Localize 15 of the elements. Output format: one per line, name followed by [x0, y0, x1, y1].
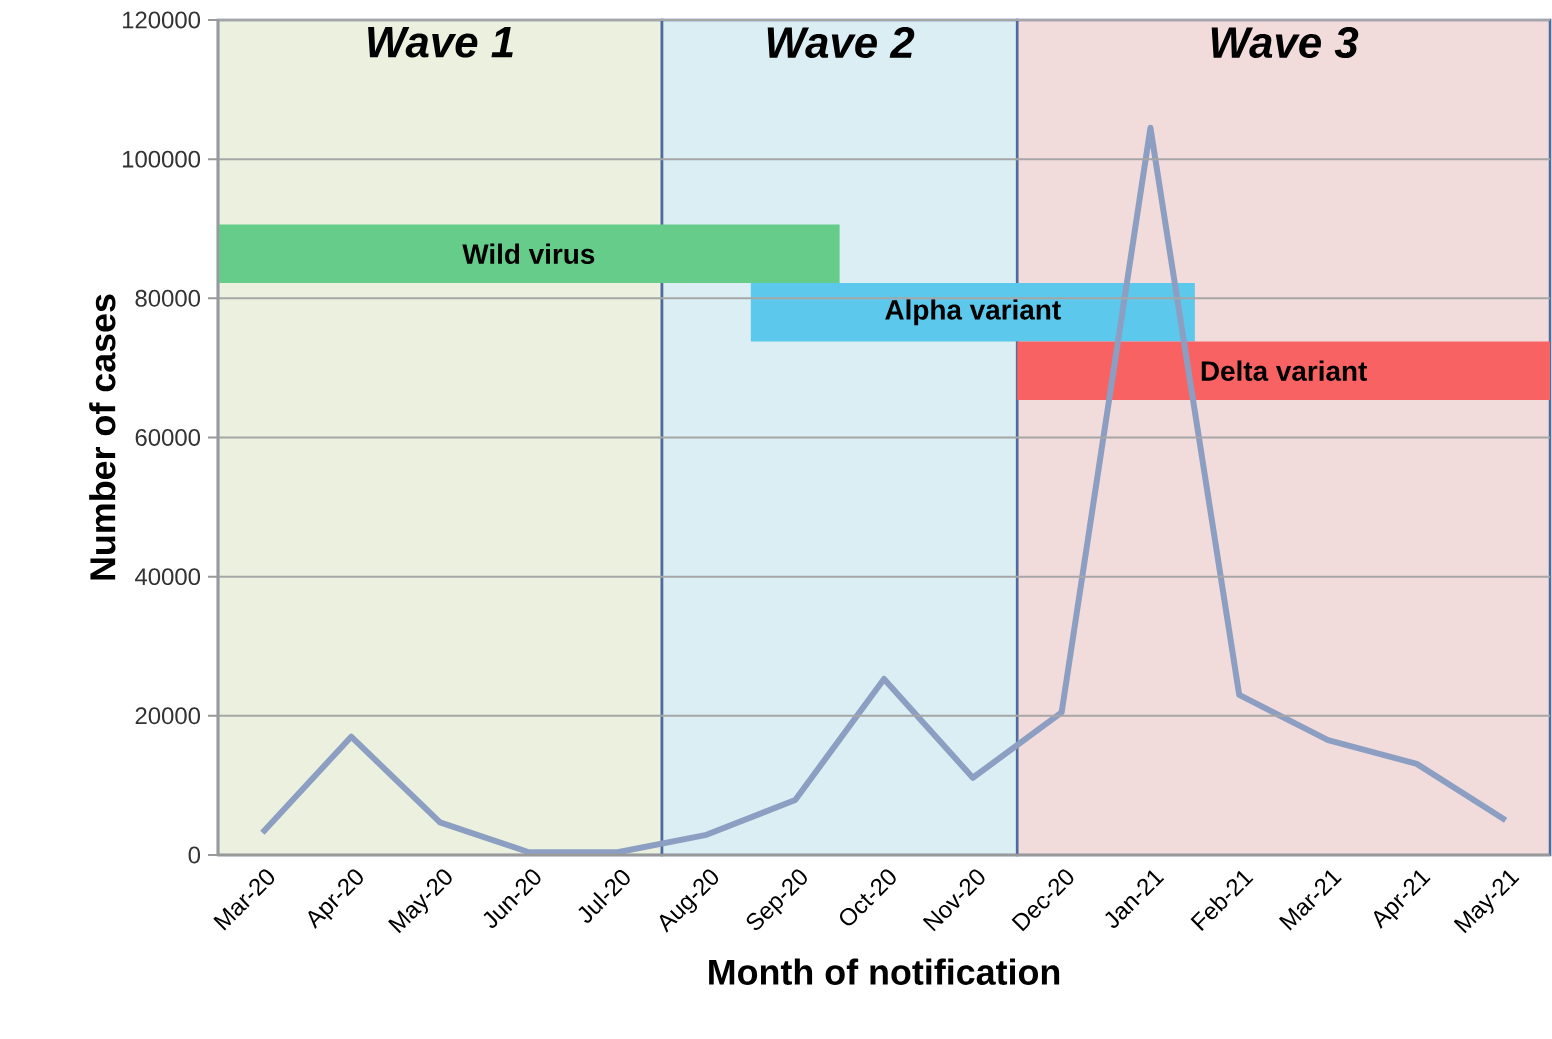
- band-label: Alpha variant: [885, 299, 1061, 326]
- y-axis-title: Number of cases: [89, 294, 116, 580]
- y-tick-label: 60000: [135, 429, 201, 446]
- band-label: Wave 3: [1211, 27, 1359, 59]
- y-tick-label: 0: [188, 846, 201, 864]
- band-label: Delta variant: [1201, 360, 1367, 381]
- band-label: Wave 1: [368, 27, 513, 58]
- x-axis-title: Month of notification: [709, 958, 1060, 985]
- band-label: Wave 2: [767, 27, 915, 59]
- y-tick-label: 100000: [122, 150, 201, 168]
- y-tick-label: 40000: [135, 568, 201, 586]
- y-tick-label: 20000: [135, 707, 201, 725]
- y-tick-label: 80000: [135, 289, 201, 307]
- y-tick-label: 120000: [122, 11, 201, 29]
- band-label: Wild virus: [462, 243, 595, 265]
